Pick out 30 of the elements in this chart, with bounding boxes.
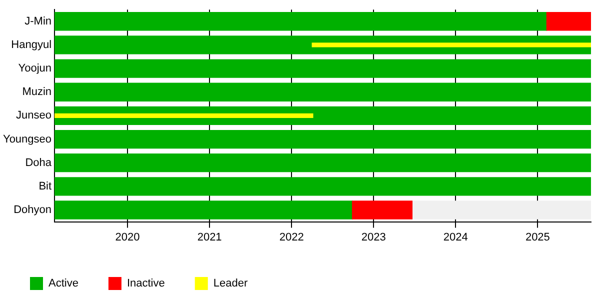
x-tick-label: 2024: [443, 231, 468, 244]
legend-label: Leader: [213, 278, 248, 290]
bar: [54, 12, 548, 31]
bar: [54, 113, 314, 118]
bar: [54, 200, 353, 220]
y-tick-label: Junseo: [16, 110, 52, 122]
bar: [412, 200, 591, 220]
x-tick-label: 2025: [525, 231, 550, 244]
bar: [54, 59, 591, 78]
x-tick-label: 2020: [115, 231, 140, 244]
bar: [54, 130, 591, 149]
y-tick-label: Youngseo: [2, 133, 52, 146]
y-tick-label: Hangyul: [11, 39, 52, 51]
x-tick-label: 2023: [361, 231, 386, 244]
y-tick-label: Muzin: [22, 86, 52, 98]
bar: [352, 200, 413, 220]
bar: [54, 177, 591, 196]
y-tick-label: Doha: [25, 156, 52, 169]
bar: [54, 82, 591, 102]
y-tick-label: J-Min: [24, 15, 52, 28]
legend-label: Active: [48, 278, 78, 290]
y-tick-label: Bit: [38, 180, 52, 192]
y-tick-label: Dohyon: [14, 204, 52, 216]
bar: [546, 12, 591, 31]
bar: [54, 154, 591, 172]
bar: [312, 42, 591, 48]
legend-label: Inactive: [126, 278, 165, 290]
y-tick-label: Yoojun: [18, 62, 52, 75]
x-tick-label: 2021: [197, 231, 222, 244]
x-tick-label: 2022: [279, 231, 304, 244]
